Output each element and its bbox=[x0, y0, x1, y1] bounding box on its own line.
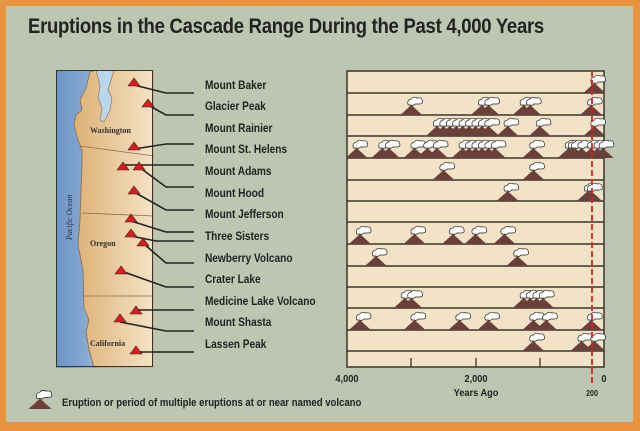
california-label: California bbox=[90, 339, 125, 348]
legend-volcano-icon bbox=[28, 389, 53, 410]
washington-label: Washington bbox=[90, 126, 131, 135]
label-newberry-volcano: Newberry Volcano bbox=[205, 253, 293, 265]
oregon-label: Oregon bbox=[90, 239, 116, 248]
reference-line-label: 200 bbox=[586, 389, 598, 398]
label-three-sisters: Three Sisters bbox=[205, 231, 270, 243]
pacific-ocean-label: Pacific Ocean bbox=[65, 194, 74, 241]
tick-4000: 4,000 bbox=[335, 373, 359, 385]
label-lassen-peak: Lassen Peak bbox=[205, 339, 267, 351]
label-mount-baker: Mount Baker bbox=[205, 80, 267, 92]
chart-title: Eruptions in the Cascade Range During th… bbox=[28, 14, 544, 38]
label-mount-hood: Mount Hood bbox=[205, 188, 265, 200]
legend-text: Eruption or period of multiple eruptions… bbox=[62, 397, 362, 409]
tick-0: 0 bbox=[601, 373, 607, 385]
label-medicine-lake-volcano: Medicine Lake Volcano bbox=[205, 296, 316, 308]
label-mount-jefferson: Mount Jefferson bbox=[205, 209, 284, 221]
tick-2000: 2,000 bbox=[464, 373, 488, 385]
x-axis-label: Years Ago bbox=[453, 387, 499, 399]
label-crater-lake: Crater Lake bbox=[205, 274, 261, 286]
volcano-markers bbox=[113, 77, 155, 355]
label-mount-shasta: Mount Shasta bbox=[205, 317, 272, 329]
map-border bbox=[56, 70, 153, 367]
label-glacier-peak: Glacier Peak bbox=[205, 101, 266, 113]
label-mount-rainier: Mount Rainier bbox=[205, 123, 273, 135]
label-mount-st-helens: Mount St. Helens bbox=[205, 144, 288, 156]
label-mount-adams: Mount Adams bbox=[205, 166, 272, 178]
